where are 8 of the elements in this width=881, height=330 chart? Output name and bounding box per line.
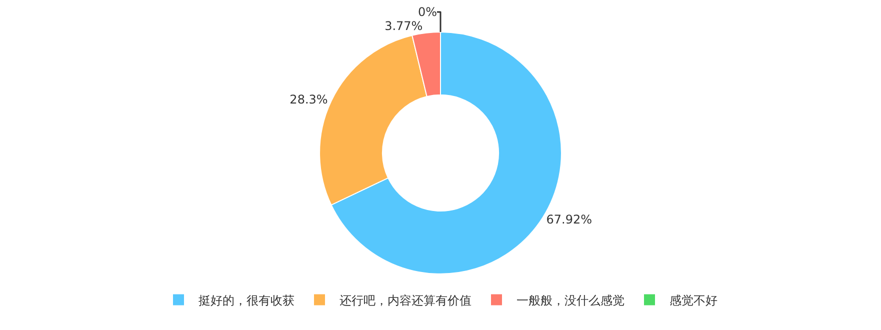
data-label: 28.3% [290, 92, 328, 107]
data-label: 67.92% [546, 212, 592, 227]
data-label: 3.77% [384, 18, 423, 33]
text: 0% [418, 4, 437, 19]
legend-label: 一般般，没什么感觉 [516, 293, 624, 308]
legend-label: 感觉不好 [670, 293, 718, 308]
legend-label: 挺好的，很有收获 [198, 293, 294, 308]
legend-label: 还行吧，内容还算有价值 [340, 293, 472, 308]
